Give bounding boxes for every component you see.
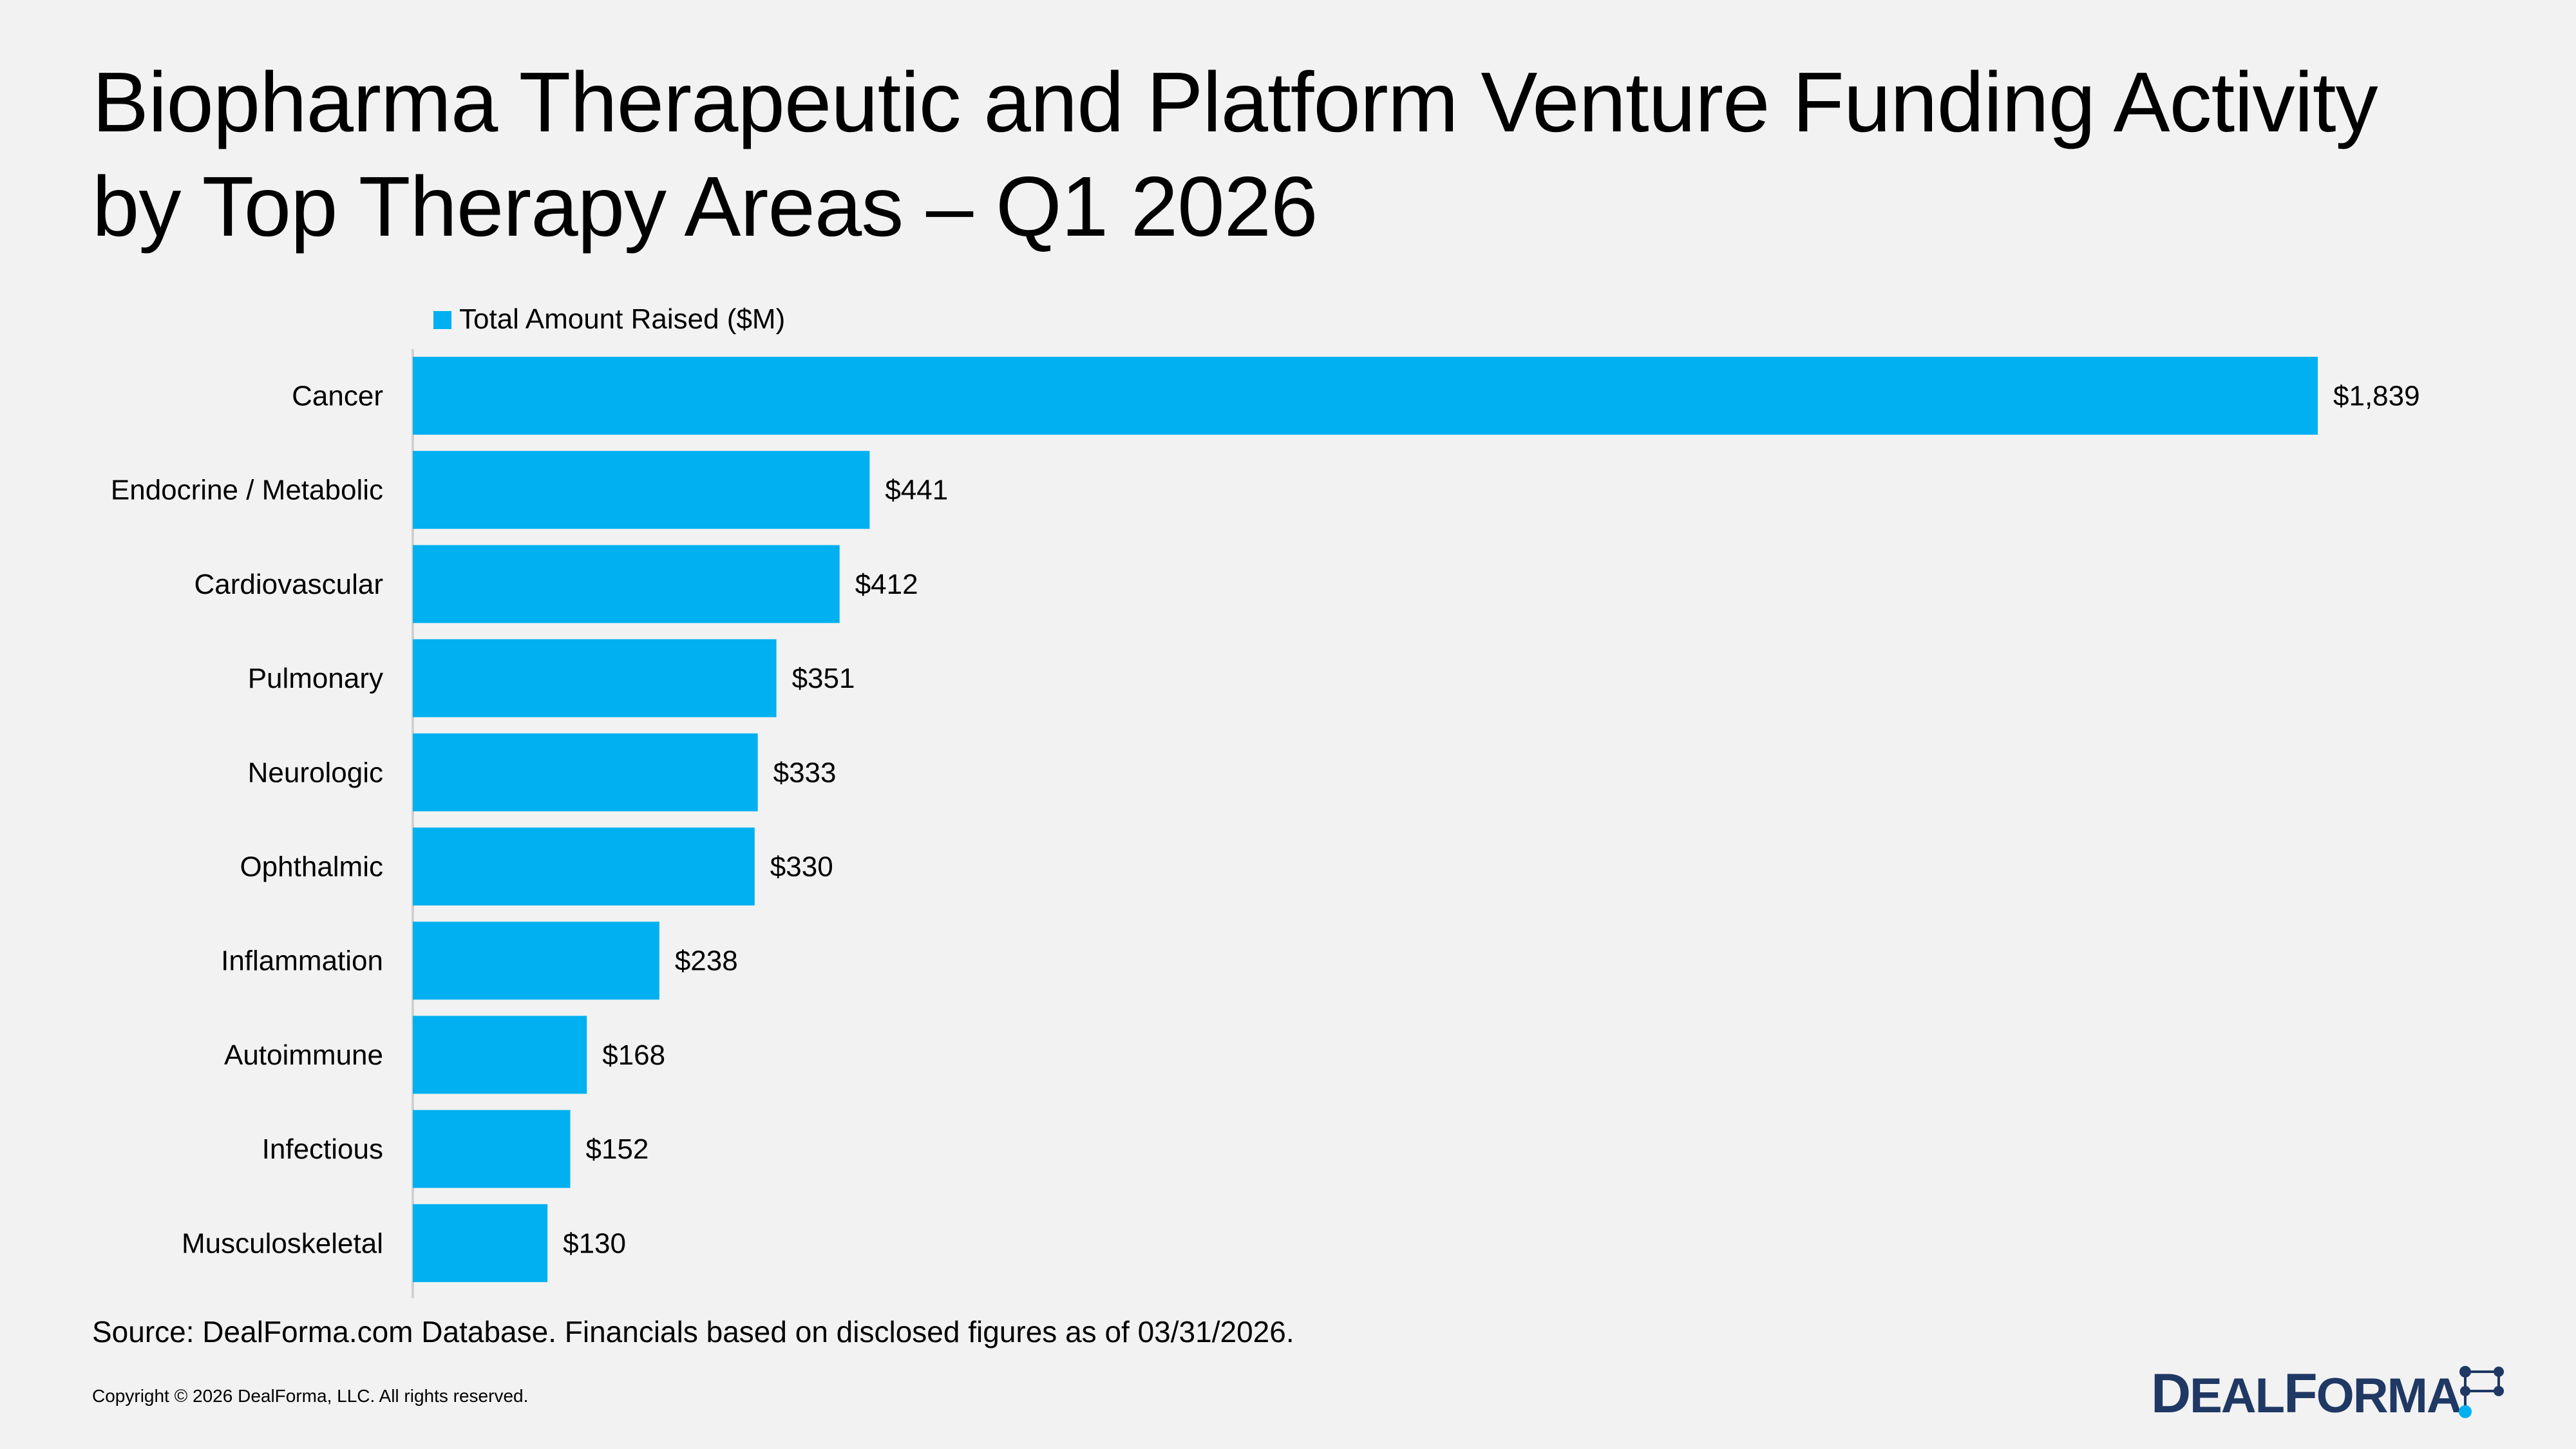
category-label: Pulmonary	[248, 663, 383, 694]
data-label: $441	[885, 475, 948, 506]
logo-wordmark: DEALFORMA	[2151, 1363, 2462, 1425]
bar-pulmonary	[413, 639, 777, 717]
bar-infectious	[413, 1110, 571, 1188]
data-label: $330	[770, 851, 833, 883]
source-note: Source: DealForma.com Database. Financia…	[92, 1315, 1294, 1349]
category-label: Cancer	[292, 381, 383, 412]
category-label: Cardiovascular	[194, 569, 383, 600]
data-label: $152	[585, 1133, 649, 1165]
copyright-note: Copyright © 2026 DealForma, LLC. All rig…	[92, 1386, 529, 1406]
category-label: Musculoskeletal	[182, 1227, 383, 1259]
bar-inflammation	[413, 922, 659, 1000]
bar-cancer	[413, 357, 2318, 435]
data-label: $333	[773, 757, 837, 788]
data-label: $168	[602, 1039, 665, 1071]
data-label: $412	[855, 569, 918, 600]
chart-title: Biopharma Therapeutic and Platform Ventu…	[92, 50, 2526, 259]
category-label: Autoimmune	[224, 1039, 383, 1071]
bar-ophthalmic	[413, 828, 755, 905]
legend-label: Total Amount Raised ($M)	[459, 303, 785, 335]
chart-title-line-2: by Top Therapy Areas – Q1 2026	[92, 159, 1318, 254]
legend-swatch	[433, 311, 451, 329]
data-label: $130	[563, 1227, 626, 1259]
bar-autoimmune	[413, 1016, 587, 1094]
category-label: Infectious	[262, 1133, 383, 1165]
chart-title-line-1: Biopharma Therapeutic and Platform Ventu…	[92, 55, 2378, 149]
data-label: $1,839	[2333, 381, 2420, 412]
category-label: Endocrine / Metabolic	[111, 475, 383, 506]
bar-endocrine-metabolic	[413, 451, 870, 529]
data-label: $238	[675, 945, 738, 977]
data-label: $351	[792, 663, 855, 694]
bar-musculoskeletal	[413, 1204, 548, 1282]
category-label: Neurologic	[248, 757, 383, 788]
bar-neurologic	[413, 733, 758, 811]
dealforma-logo: DEALFORMA	[2151, 1359, 2512, 1423]
category-label: Ophthalmic	[240, 851, 383, 883]
category-label: Inflammation	[221, 945, 383, 977]
network-dots-icon	[2459, 1366, 2504, 1418]
bar-cardiovascular	[413, 545, 840, 623]
